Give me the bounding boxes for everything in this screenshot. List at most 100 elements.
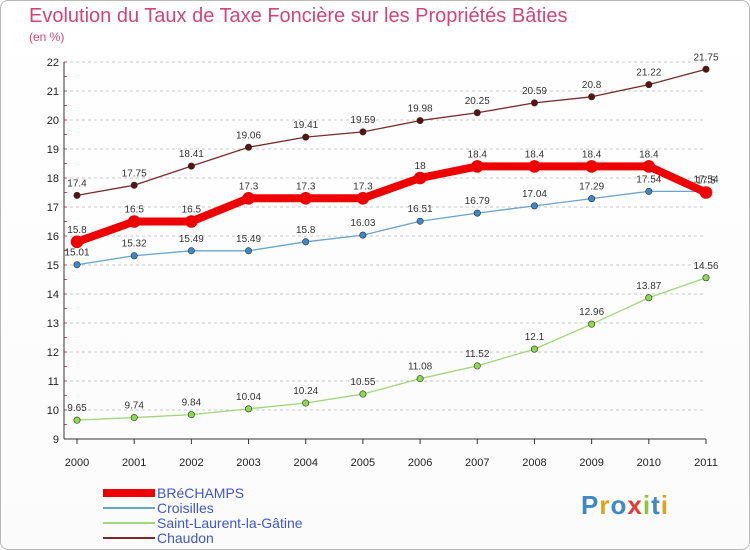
- series-chaudon-data-label: 20.25: [465, 96, 490, 107]
- series-br-champs-point: [585, 160, 598, 173]
- series-chaudon-point: [187, 162, 195, 170]
- series-br-champs-line: [73, 162, 710, 246]
- y-tick-label: 13: [47, 318, 59, 330]
- series-chaudon-data-label: 21.75: [693, 52, 718, 63]
- series-br-champs-data-label: 18.4: [639, 149, 659, 160]
- series-br-champs-point: [528, 160, 541, 173]
- series-croisilles-data-label: 15.32: [122, 239, 147, 250]
- x-tick-label: 2011: [694, 457, 718, 469]
- series-croisilles-point: [473, 209, 481, 217]
- y-tick-label: 11: [48, 376, 59, 388]
- series-br-champs-data-label: 16.5: [124, 205, 144, 216]
- y-tick-label: 16: [47, 231, 59, 243]
- y-tick-label: 9: [53, 434, 59, 446]
- series-croisilles-point: [416, 217, 424, 225]
- series-saint-laurent-la-g-tine-data-label: 14.56: [693, 261, 718, 272]
- series-saint-laurent-la-g-tine-data-label: 9.65: [67, 403, 87, 414]
- series-chaudon-point: [130, 181, 138, 189]
- series-saint-laurent-la-g-tine-data-label: 10.55: [350, 377, 375, 388]
- y-tick-label: 22: [47, 57, 59, 69]
- y-tick-label: 18: [47, 173, 59, 185]
- series-br-champs-data-label: 17.5: [696, 176, 716, 187]
- x-tick-label: 2009: [579, 457, 603, 469]
- series-chaudon-data-label: 21.22: [636, 68, 661, 79]
- series-saint-laurent-la-g-tine-point: [359, 390, 367, 398]
- series-croisilles-data-label: 15.49: [236, 234, 261, 245]
- legend-swatch: [103, 536, 155, 539]
- series-chaudon-data-label: 19.98: [408, 104, 433, 115]
- legend: BRéCHAMPS Croisilles Saint-Laurent-la-Gâ…: [103, 484, 303, 546]
- series-br-champs-data-label: 16.5: [182, 205, 202, 216]
- x-tick-label: 2006: [408, 457, 432, 469]
- logo-letter: P: [581, 490, 600, 520]
- series-br-champs-point: [356, 192, 370, 205]
- y-tick-label: 10: [47, 405, 59, 417]
- series-chaudon-line: [76, 68, 707, 197]
- chart-unit-label: (en %): [29, 30, 65, 44]
- series-saint-laurent-la-g-tine-point: [473, 362, 481, 370]
- series-chaudon-point: [530, 99, 538, 107]
- series-croisilles-line: [76, 190, 707, 266]
- y-tick-label: 21: [47, 86, 59, 98]
- legend-label: Croisilles: [157, 499, 214, 516]
- series-chaudon-point: [645, 81, 653, 89]
- series-chaudon-data-label: 19.06: [236, 130, 261, 141]
- series-chaudon-point: [702, 65, 710, 73]
- series-saint-laurent-la-g-tine-point: [187, 411, 195, 419]
- legend-item-croisilles: Croisilles: [103, 499, 303, 516]
- x-tick-label: 2008: [522, 457, 546, 469]
- x-tick-label: 2004: [293, 457, 317, 469]
- series-saint-laurent-la-g-tine-line: [76, 277, 707, 421]
- series-croisilles-data-label: 16.03: [350, 218, 375, 229]
- series-croisilles-point: [130, 252, 138, 260]
- series-br-champs-data-label: 18.4: [582, 149, 602, 160]
- series-croisilles-data-label: 15.49: [179, 234, 204, 245]
- series-croisilles-data-label: 15.8: [296, 225, 316, 236]
- series-saint-laurent-la-g-tine-data-label: 9.84: [182, 398, 202, 409]
- y-tick-label: 19: [47, 144, 59, 156]
- series-croisilles-data-label: 17.54: [693, 174, 718, 185]
- x-tick-label: 2005: [351, 457, 375, 469]
- proxiti-logo: Proxiti: [581, 490, 669, 521]
- series-chaudon-data-label: 19.59: [350, 115, 375, 126]
- series-saint-laurent-la-g-tine-point: [645, 294, 653, 302]
- legend-swatch: [103, 488, 155, 497]
- series-croisilles-data-label: 16.79: [465, 196, 490, 207]
- legend-label: BRéCHAMPS: [157, 484, 245, 501]
- series-br-champs-point: [70, 235, 84, 249]
- series-croisilles-data-label: 17.04: [522, 189, 547, 200]
- series-croisilles-point: [187, 247, 195, 255]
- series-saint-laurent-la-g-tine-point: [588, 320, 596, 328]
- logo-letter: o: [610, 490, 628, 520]
- legend-label: Saint-Laurent-la-Gâtine: [157, 514, 303, 531]
- x-tick-label: 2000: [65, 457, 89, 469]
- series-saint-laurent-la-g-tine-data-label: 12.96: [579, 307, 604, 318]
- series-croisilles-data-label: 17.54: [636, 174, 661, 185]
- x-tick-label: 2010: [637, 457, 661, 469]
- series-saint-laurent-la-g-tine-data-label: 12.1: [525, 332, 545, 343]
- series-br-champs-data-label: 18.4: [525, 149, 545, 160]
- series-chaudon-point: [473, 109, 481, 117]
- x-tick-label: 2007: [465, 457, 489, 469]
- y-tick-label: 14: [47, 289, 59, 301]
- logo-letter: i: [642, 490, 652, 520]
- series-saint-laurent-la-g-tine-point: [245, 405, 253, 413]
- series-croisilles-point: [73, 261, 81, 269]
- series-saint-laurent-la-g-tine-point: [302, 399, 310, 407]
- x-tick-label: 2001: [122, 457, 146, 469]
- series-saint-laurent-la-g-tine-data-label: 10.24: [293, 386, 318, 397]
- series-br-champs-data-label: 15.8: [67, 225, 87, 236]
- series-chaudon-data-label: 20.59: [522, 86, 547, 97]
- series-croisilles-data-label: 15.01: [64, 248, 89, 259]
- series-chaudon-point: [359, 128, 367, 136]
- series-chaudon-data-label: 17.4: [67, 178, 87, 189]
- series-croisilles-data-label: 16.51: [408, 204, 433, 215]
- logo-letter: x: [627, 490, 643, 520]
- series-br-champs-data-label: 18: [415, 161, 427, 172]
- legend-swatch: [103, 521, 155, 524]
- legend-item-saint-laurent: Saint-Laurent-la-Gâtine: [103, 514, 303, 531]
- series-br-champs-data-label: 17.3: [239, 181, 259, 192]
- series-br-champs-data-label: 17.3: [296, 181, 316, 192]
